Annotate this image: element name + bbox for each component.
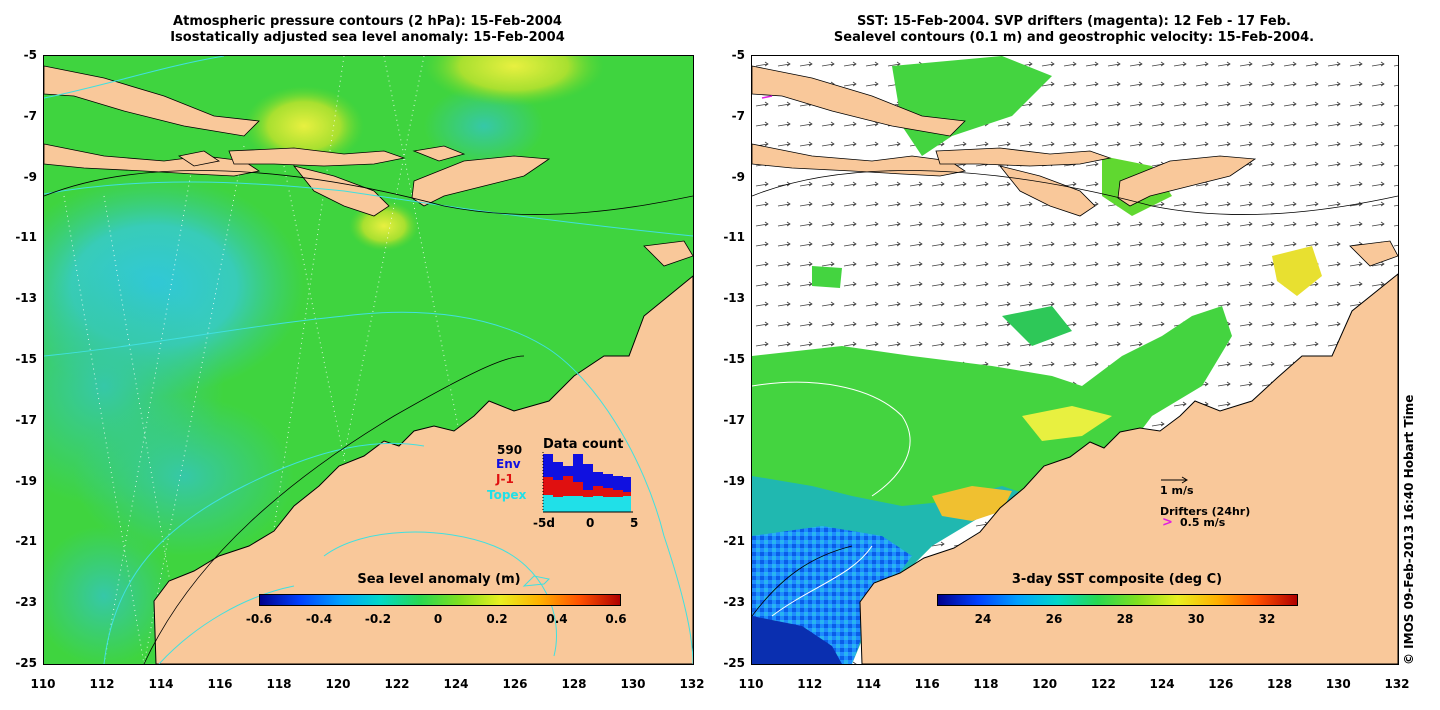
latitude-tick-label: -17 bbox=[723, 412, 745, 427]
latitude-tick-label: -13 bbox=[723, 291, 745, 306]
sea-level-anomaly-map-graphic bbox=[44, 56, 693, 664]
latitude-tick-label: -17 bbox=[15, 412, 37, 427]
longitude-tick-label: 110 bbox=[30, 677, 56, 691]
latitude-tick-label: -23 bbox=[15, 595, 37, 610]
latitude-tick-label: -7 bbox=[731, 108, 745, 123]
longitude-tick-label: 112 bbox=[89, 677, 115, 691]
longitude-tick-label: 118 bbox=[266, 677, 292, 691]
sla-tick: 0 bbox=[433, 612, 443, 626]
longitude-tick-label: 110 bbox=[738, 677, 764, 691]
sst-tick: 26 bbox=[1045, 612, 1063, 626]
histogram-tick-max: 5 bbox=[630, 516, 639, 530]
left-map-title: Atmospheric pressure contours (2 hPa): 1… bbox=[43, 14, 692, 46]
longitude-tick-label: 116 bbox=[207, 677, 233, 691]
longitude-tick-label: 118 bbox=[973, 677, 999, 691]
sea-level-anomaly-map bbox=[43, 55, 694, 665]
data-count-title: Data count bbox=[543, 437, 624, 452]
histogram-bars bbox=[543, 454, 631, 512]
latitude-tick-label: -5 bbox=[731, 48, 745, 62]
sla-colorbar-title: Sea level anomaly (m) bbox=[357, 572, 521, 587]
velocity-scale-arrow bbox=[1161, 476, 1188, 484]
latitude-tick-label: -5 bbox=[23, 48, 37, 62]
sst-tick: 30 bbox=[1187, 612, 1205, 626]
sst-tick: 28 bbox=[1116, 612, 1134, 626]
latitude-tick-label: -21 bbox=[15, 534, 37, 549]
longitude-tick-label: 126 bbox=[502, 677, 528, 691]
data-count-histogram bbox=[542, 452, 633, 513]
sla-tick: 0.6 bbox=[605, 612, 627, 626]
longitude-tick-label: 120 bbox=[325, 677, 351, 691]
latitude-tick-label: -21 bbox=[723, 534, 745, 549]
latitude-tick-label: -25 bbox=[723, 656, 745, 670]
latitude-tick-label: -13 bbox=[15, 291, 37, 306]
longitude-tick-label: 132 bbox=[679, 677, 705, 691]
sla-tick: 0.2 bbox=[486, 612, 508, 626]
sla-tick: -0.6 bbox=[245, 612, 273, 626]
sla-colorbar bbox=[259, 594, 621, 606]
left-title-line2: Isostatically adjusted sea level anomaly… bbox=[170, 30, 565, 45]
right-title-line2: Sealevel contours (0.1 m) and geostrophi… bbox=[833, 30, 1315, 45]
longitude-tick-label: 122 bbox=[1090, 677, 1116, 691]
longitude-tick-label: 128 bbox=[1267, 677, 1293, 691]
longitude-tick-label: 130 bbox=[620, 677, 646, 691]
sla-tick: -0.2 bbox=[364, 612, 392, 626]
legend-topex: Topex bbox=[487, 488, 527, 502]
longitude-tick-label: 124 bbox=[1149, 677, 1175, 691]
longitude-tick-label: 128 bbox=[561, 677, 587, 691]
sla-tick: -0.4 bbox=[305, 612, 333, 626]
histogram-tick-zero: 0 bbox=[586, 516, 595, 530]
longitude-tick-label: 120 bbox=[1032, 677, 1058, 691]
right-map-title: SST: 15-Feb-2004. SVP drifters (magenta)… bbox=[751, 14, 1397, 46]
sst-map bbox=[751, 55, 1399, 665]
histogram-tick-min: -5d bbox=[533, 516, 555, 530]
latitude-tick-label: -19 bbox=[15, 473, 37, 488]
left-title-line1: Atmospheric pressure contours (2 hPa): 1… bbox=[173, 14, 562, 29]
legend-env: Env bbox=[496, 457, 521, 471]
longitude-tick-label: 114 bbox=[148, 677, 174, 691]
right-title-line1: SST: 15-Feb-2004. SVP drifters (magenta)… bbox=[857, 14, 1291, 29]
drifters-speed: 0.5 m/s bbox=[1180, 516, 1226, 529]
latitude-tick-label: -7 bbox=[23, 108, 37, 123]
sst-map-graphic bbox=[752, 56, 1398, 664]
longitude-tick-label: 116 bbox=[914, 677, 940, 691]
longitude-tick-label: 130 bbox=[1325, 677, 1351, 691]
longitude-tick-label: 112 bbox=[797, 677, 823, 691]
longitude-tick-label: 124 bbox=[443, 677, 469, 691]
latitude-tick-label: -25 bbox=[15, 656, 37, 670]
latitude-tick-label: -23 bbox=[723, 595, 745, 610]
imos-credit: © IMOS 09-Feb-2013 16:40 Hobart Time bbox=[1402, 394, 1416, 665]
sst-colorbar bbox=[937, 594, 1298, 606]
latitude-tick-label: -11 bbox=[15, 230, 37, 245]
velocity-scale-label: 1 m/s bbox=[1160, 484, 1194, 497]
data-count-max: 590 bbox=[497, 443, 523, 457]
drifters-label: Drifters (24hr) bbox=[1160, 505, 1251, 518]
latitude-tick-label: -11 bbox=[723, 230, 745, 245]
longitude-tick-label: 132 bbox=[1384, 677, 1410, 691]
longitude-tick-label: 126 bbox=[1208, 677, 1234, 691]
sst-tick: 32 bbox=[1258, 612, 1276, 626]
sla-tick: 0.4 bbox=[546, 612, 568, 626]
latitude-tick-label: -15 bbox=[723, 352, 745, 366]
longitude-tick-label: 122 bbox=[384, 677, 410, 691]
latitude-tick-label: -9 bbox=[23, 169, 37, 184]
sst-colorbar-title: 3-day SST composite (deg C) bbox=[1011, 572, 1223, 587]
legend-j1: J-1 bbox=[496, 472, 514, 486]
sst-tick: 24 bbox=[974, 612, 992, 626]
drifter-symbol: > bbox=[1162, 515, 1173, 530]
latitude-tick-label: -15 bbox=[15, 352, 37, 366]
longitude-tick-label: 114 bbox=[855, 677, 881, 691]
latitude-tick-label: -19 bbox=[723, 473, 745, 488]
latitude-tick-label: -9 bbox=[731, 169, 745, 184]
